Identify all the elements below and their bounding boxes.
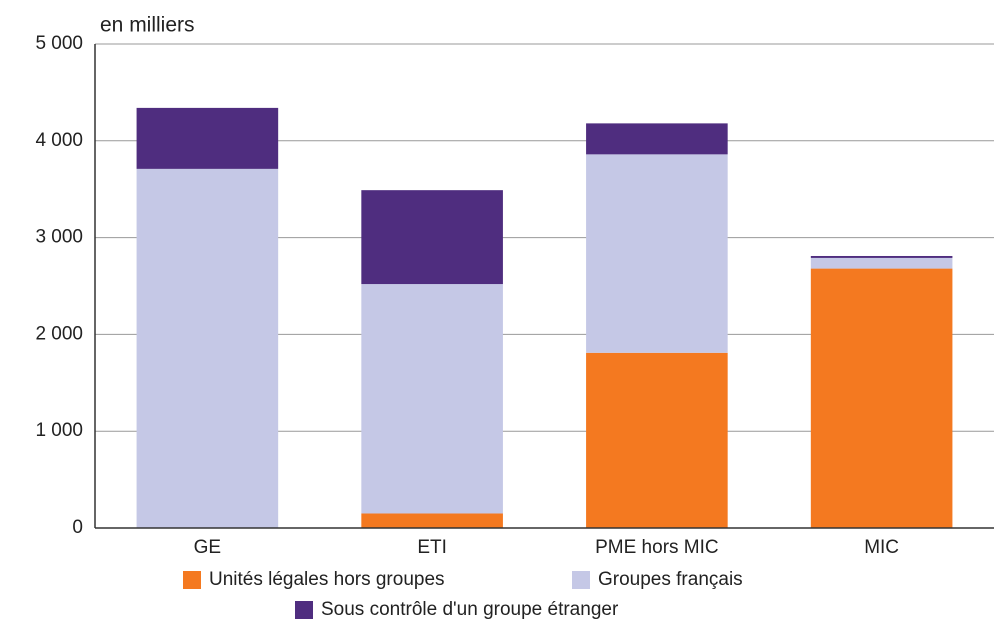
bar-segment	[361, 513, 503, 528]
y-tick-label: 0	[72, 517, 83, 538]
bar-segment	[361, 284, 503, 514]
bar-segment	[810, 257, 953, 269]
y-tick-label: 1 000	[35, 420, 83, 441]
legend-swatch	[295, 601, 313, 619]
bar-segment	[361, 190, 503, 285]
y-axis-label: en milliers	[100, 14, 195, 37]
bar-segment	[136, 168, 279, 528]
legend-label: Groupes français	[598, 569, 743, 590]
y-tick-label: 5 000	[35, 33, 83, 54]
x-tick-label: PME hors MIC	[595, 537, 719, 558]
bar-segment	[586, 154, 728, 353]
x-tick-label: ETI	[417, 537, 447, 558]
legend-swatch	[183, 571, 201, 589]
bar-segment	[136, 107, 279, 169]
y-tick-label: 4 000	[35, 130, 83, 151]
bar-segment	[586, 352, 728, 528]
x-tick-label: MIC	[864, 537, 899, 558]
bar-segment	[586, 123, 728, 155]
bar-segment	[810, 255, 953, 258]
x-tick-label: GE	[194, 537, 221, 558]
y-tick-label: 2 000	[35, 323, 83, 344]
legend-swatch	[572, 571, 590, 589]
legend-label: Sous contrôle d'un groupe étranger	[321, 599, 619, 620]
bar-segment	[810, 268, 953, 528]
y-tick-label: 3 000	[35, 227, 83, 248]
legend-label: Unités légales hors groupes	[209, 569, 445, 590]
